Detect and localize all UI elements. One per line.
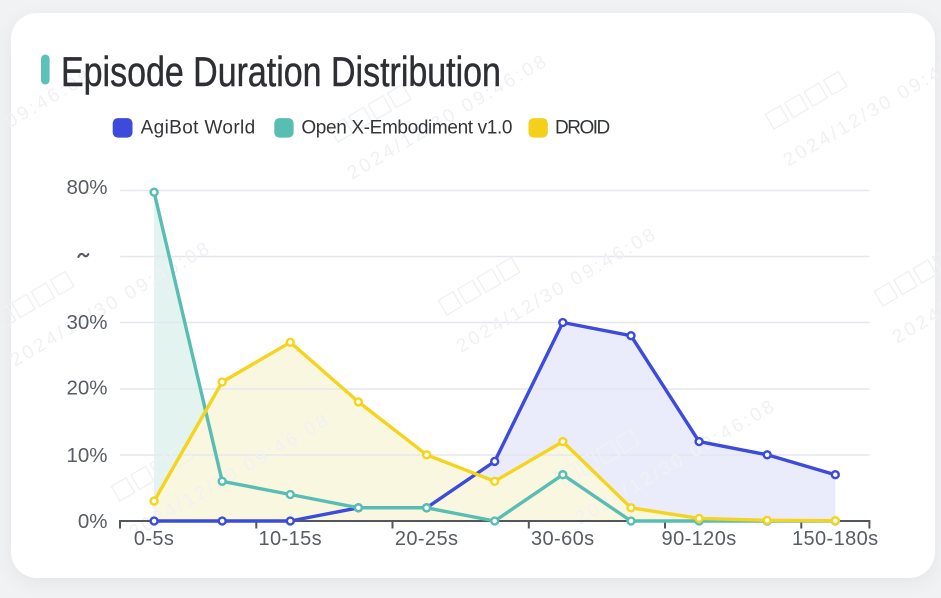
svg-text:90-120s: 90-120s xyxy=(662,528,737,550)
svg-text:0-5s: 0-5s xyxy=(134,528,175,550)
svg-text:20-25s: 20-25s xyxy=(395,528,459,550)
svg-text:AgiBot World: AgiBot World xyxy=(141,117,256,138)
svg-text:20%: 20% xyxy=(66,377,107,400)
svg-text:Episode Duration Distribution: Episode Duration Distribution xyxy=(61,49,501,96)
svg-text:80%: 80% xyxy=(66,176,107,199)
svg-text:10-15s: 10-15s xyxy=(259,528,323,550)
svg-text:0%: 0% xyxy=(78,510,108,533)
svg-text:10%: 10% xyxy=(66,444,107,467)
svg-text:150-180s: 150-180s xyxy=(792,528,879,550)
svg-text:2024/12/30 09:46:08: 2024/12/30 09:46:08 xyxy=(780,37,941,171)
svg-text:30%: 30% xyxy=(66,311,107,334)
svg-text:30-60s: 30-60s xyxy=(531,528,595,550)
svg-text:Open X-Embodiment v1.0: Open X-Embodiment v1.0 xyxy=(301,117,512,138)
svg-text:DROID: DROID xyxy=(555,117,610,138)
